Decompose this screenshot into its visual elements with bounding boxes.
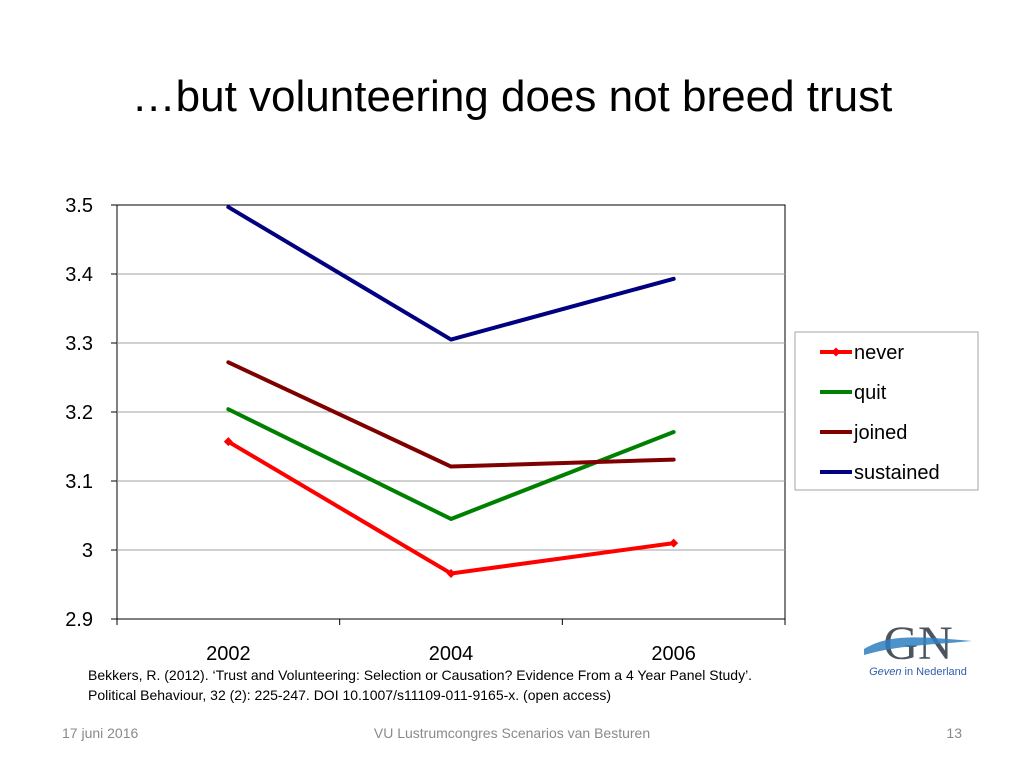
legend-label-quit: quit — [854, 382, 887, 404]
series-line-sustained — [226, 205, 676, 342]
y-tick-label-1: 3 — [82, 540, 93, 562]
y-tick-label-3: 3.2 — [65, 402, 93, 424]
gridlines — [117, 273, 785, 551]
legend-marker-never — [831, 347, 841, 357]
geven-in-nederland-logo: GN Geven in Nederland — [864, 617, 972, 678]
logo-caption-italic: Geven — [869, 666, 901, 678]
y-tick-label-0: 2.9 — [65, 609, 93, 631]
point-never-2006 — [669, 538, 679, 548]
y-tick-label-5: 3.4 — [65, 264, 93, 286]
x-tick-label-2002: 2002 — [206, 643, 251, 665]
footer-date: 17 juni 2016 — [62, 725, 139, 741]
citation-line-2: Political Behaviour, 32 (2): 225-247. DO… — [88, 687, 611, 703]
citation-line-1: Bekkers, R. (2012). ‘Trust and Volunteer… — [88, 667, 753, 683]
x-tick-label-2004: 2004 — [429, 643, 474, 665]
logo-caption-rest: in Nederland — [901, 666, 966, 678]
y-tick-label-6: 3.5 — [65, 195, 93, 217]
point-never-2002 — [223, 437, 233, 447]
series-lines — [223, 205, 679, 578]
footer-event: VU Lustrumcongres Scenarios van Besturen — [373, 725, 651, 741]
legend-label-never: never — [854, 342, 904, 364]
y-axis-ticks: 2.9 3 3.1 3.2 3.3 3.4 3.5 — [65, 195, 117, 631]
logo-swoosh — [864, 637, 972, 655]
y-tick-label-2: 3.1 — [65, 471, 93, 493]
legend-label-sustained: sustained — [854, 462, 940, 484]
y-tick-label-4: 3.3 — [65, 333, 93, 355]
legend-label-joined: joined — [853, 422, 907, 444]
citation: Bekkers, R. (2012). ‘Trust and Volunteer… — [88, 665, 752, 705]
series-line-joined — [226, 360, 676, 469]
x-tick-label-2006: 2006 — [651, 643, 696, 665]
x-axis-ticks: 2002 2004 2006 — [116, 619, 786, 665]
legend: never quit joined sustained — [794, 331, 979, 491]
logo-caption: Geven in Nederland — [869, 666, 967, 678]
slide-title: …but volunteering does not breed trust — [131, 72, 893, 121]
legend-box — [794, 331, 979, 491]
point-never-2004 — [446, 568, 456, 578]
page-number: 13 — [946, 725, 962, 741]
